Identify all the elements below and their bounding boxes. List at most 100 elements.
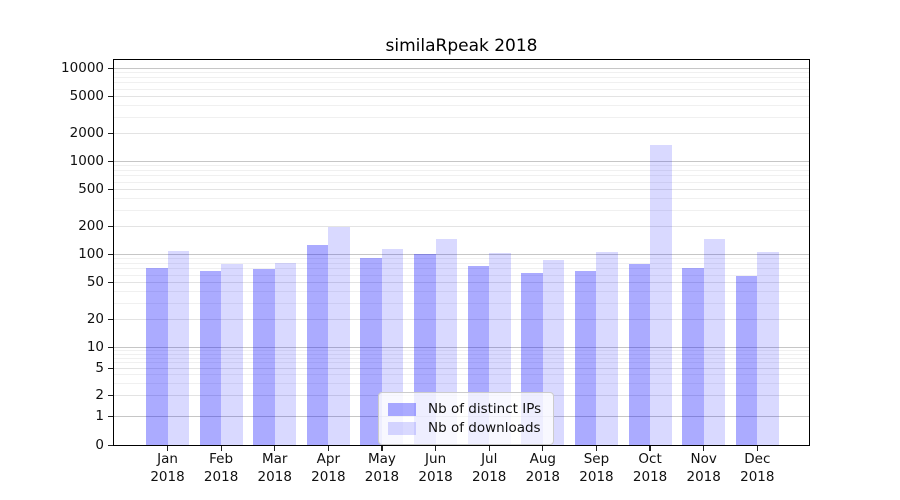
y-tick <box>108 188 113 191</box>
y-tick <box>108 346 113 349</box>
minor-gridline <box>114 181 809 183</box>
x-tick-year: 2018 <box>364 468 400 485</box>
x-tick-label: Mar 2018 <box>243 451 307 486</box>
y-tick <box>108 95 113 98</box>
minor-gridline <box>114 268 809 270</box>
minor-gridline <box>114 82 809 84</box>
minor-gridline <box>114 165 809 167</box>
bar-downloads-nov <box>703 239 726 445</box>
x-tick <box>488 446 490 451</box>
minor-gridline <box>114 302 809 304</box>
legend-label-ips: Nb of distinct IPs <box>428 401 542 417</box>
plot-area <box>113 59 810 446</box>
x-tick <box>166 446 169 451</box>
bar-ips-sep <box>574 271 597 445</box>
major-gridline <box>114 188 809 190</box>
x-tick-month: Feb <box>209 451 234 467</box>
major-gridline <box>114 347 809 348</box>
x-tick-year: 2018 <box>257 468 292 485</box>
legend-item-distinct-ips: Nb of distinct IPs <box>388 400 541 418</box>
minor-gridline <box>114 116 809 118</box>
major-gridline <box>114 133 809 134</box>
major-gridline <box>114 68 809 69</box>
x-tick-label: Apr 2018 <box>296 451 360 486</box>
y-tick-label: 10 <box>86 339 104 355</box>
bar-downloads-jan <box>167 251 189 445</box>
major-gridline <box>114 161 809 162</box>
bar-ips-apr <box>306 245 329 445</box>
x-tick-month: Nov <box>690 451 717 467</box>
major-gridline <box>114 95 809 97</box>
bar-downloads-sep <box>596 251 618 445</box>
y-tick <box>108 160 113 163</box>
y-tick-label: 20 <box>86 311 104 327</box>
x-tick-label: Dec 2018 <box>725 451 789 486</box>
minor-gridline <box>114 72 809 74</box>
major-gridline <box>114 367 809 369</box>
x-tick <box>542 446 544 451</box>
x-tick <box>327 446 329 451</box>
minor-gridline <box>114 374 809 376</box>
y-tick <box>108 367 113 369</box>
y-tick-label: 1000 <box>69 153 104 169</box>
x-tick-label: Oct 2018 <box>618 451 682 486</box>
legend: Nb of distinct IPs Nb of downloads <box>378 392 555 445</box>
major-gridline <box>114 281 809 283</box>
x-tick-label: Jun 2018 <box>404 451 468 486</box>
x-tick-year: 2018 <box>579 468 614 485</box>
bar-ips-jan <box>146 268 168 445</box>
minor-gridline <box>114 350 809 352</box>
y-tick-label: 2000 <box>69 125 104 141</box>
x-tick-month: Apr <box>316 451 341 467</box>
legend-swatch-ips-icon <box>388 402 416 416</box>
minor-gridline <box>114 357 809 359</box>
x-tick-year: 2018 <box>686 468 721 485</box>
minor-gridline <box>114 383 809 385</box>
y-tick <box>108 395 113 397</box>
bar-downloads-oct <box>650 144 672 445</box>
y-tick-label: 5000 <box>69 87 104 104</box>
x-tick <box>756 446 758 451</box>
y-tick-label: 100 <box>78 246 104 262</box>
y-tick <box>108 281 113 284</box>
minor-gridline <box>114 274 809 276</box>
bar-downloads-feb <box>221 264 243 445</box>
minor-gridline <box>114 263 809 264</box>
bar-ips-nov <box>682 268 704 445</box>
legend-item-downloads: Nb of downloads <box>388 419 541 437</box>
x-tick-year: 2018 <box>150 468 185 485</box>
major-gridline <box>114 319 809 320</box>
minor-gridline <box>114 88 809 90</box>
x-tick <box>220 446 222 451</box>
y-tick <box>108 318 113 321</box>
x-tick-year: 2018 <box>418 468 453 485</box>
x-tick-year: 2018 <box>632 468 668 485</box>
y-tick-label: 50 <box>86 273 104 290</box>
x-tick-label: Feb 2018 <box>189 451 253 486</box>
x-tick <box>435 446 437 451</box>
major-gridline <box>114 254 809 255</box>
x-tick-month: Dec <box>744 451 771 467</box>
y-tick <box>108 132 113 135</box>
x-tick <box>274 446 276 451</box>
bar-ips-feb <box>199 271 222 445</box>
bar-ips-mar <box>253 269 275 445</box>
x-tick-year: 2018 <box>472 468 507 485</box>
major-gridline <box>114 226 809 227</box>
x-tick <box>381 446 383 451</box>
y-tick-label: 500 <box>78 180 104 197</box>
x-tick-year: 2018 <box>740 468 775 485</box>
x-tick-month: Jan <box>157 451 178 467</box>
minor-gridline <box>114 105 809 106</box>
y-tick <box>108 415 113 418</box>
x-tick-year: 2018 <box>525 468 560 485</box>
minor-gridline <box>114 77 809 78</box>
x-tick-month: Oct <box>638 451 662 467</box>
x-tick-label: Jan 2018 <box>136 451 200 486</box>
y-tick <box>108 67 113 70</box>
x-tick <box>703 446 705 451</box>
bar-downloads-mar <box>274 263 297 445</box>
x-tick-month: Sep <box>583 451 610 467</box>
x-tick-month: Mar <box>261 451 288 467</box>
x-tick-label: Nov 2018 <box>672 451 736 486</box>
